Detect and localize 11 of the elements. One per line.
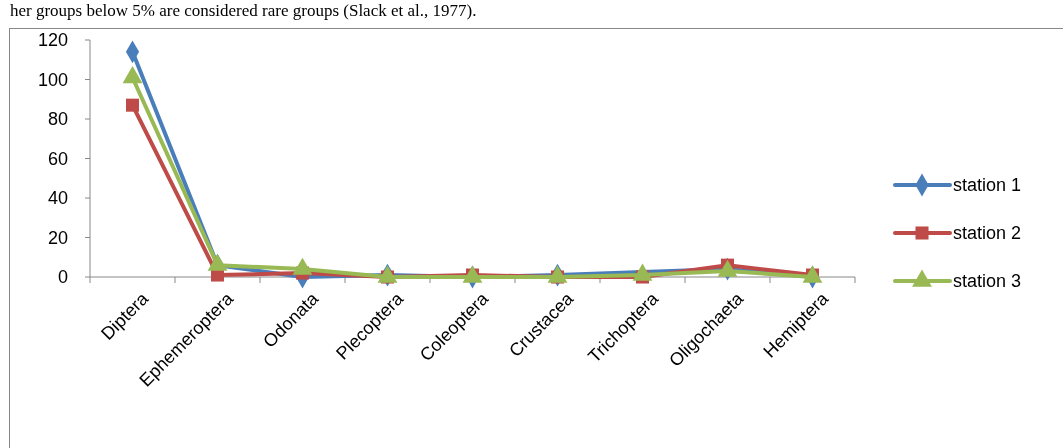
y-tick-label: 60 (47, 148, 68, 169)
y-tick-label: 120 (37, 30, 68, 51)
legend-label: station 3 (953, 271, 1022, 292)
legend-label: station 1 (953, 175, 1022, 196)
y-tick-label: 0 (57, 267, 68, 288)
y-tick-label: 100 (37, 69, 68, 90)
legend-label: station 2 (953, 223, 1022, 244)
y-tick-label: 80 (47, 109, 68, 130)
text: her groups below 5% are considered rare groups (Slack et al., 1977). (10, 1, 477, 20)
y-tick-label: 40 (47, 188, 68, 209)
y-tick-label: 20 (47, 227, 68, 248)
